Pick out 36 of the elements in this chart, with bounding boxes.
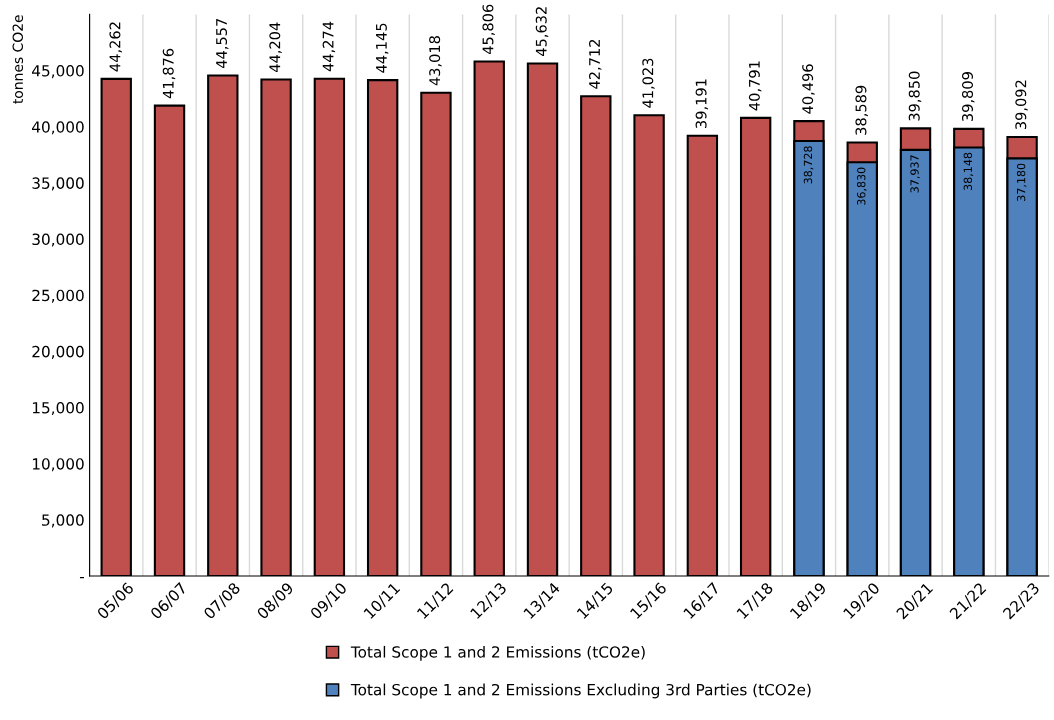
y-tick-label: 25,000 [32, 289, 84, 303]
y-tick-label: 5,000 [42, 514, 84, 528]
y-tick-label: 45,000 [32, 65, 84, 79]
data-label: 42,712 [589, 39, 602, 89]
y-axis-title: tonnes CO2e [12, 15, 24, 104]
y-tick-label: 40,000 [32, 121, 84, 135]
data-label: 44,557 [216, 19, 229, 69]
data-label: 44,145 [376, 23, 389, 73]
y-tick-label: 20,000 [32, 345, 84, 359]
data-label: 41,876 [162, 48, 176, 99]
data-label: 38,148 [963, 152, 974, 191]
data-label: 40,496 [802, 64, 815, 114]
data-label: 39,092 [1015, 80, 1028, 130]
data-label: 45,806 [482, 4, 495, 55]
legend-label: Total Scope 1 and 2 Emissions (tCO2e) [350, 645, 645, 661]
y-tick-label: - [79, 577, 84, 579]
legend-label: Total Scope 1 and 2 Emissions Excluding 3rd Parties (tCO2e) [350, 683, 811, 699]
data-label: 36,830 [857, 167, 867, 205]
y-tick-label: 15,000 [32, 401, 84, 416]
y-tick-label: 30,000 [32, 233, 84, 247]
data-label: 43,018 [429, 36, 442, 86]
data-label: 38,728 [803, 146, 814, 184]
data-label: 45,632 [535, 7, 549, 57]
data-label: 38,589 [855, 85, 868, 135]
data-label: 39,850 [908, 71, 922, 121]
data-label: 44,204 [269, 22, 282, 73]
data-label: 44,274 [322, 21, 336, 72]
data-label: 37,180 [1016, 163, 1027, 201]
data-label: 37,937 [910, 155, 920, 193]
y-tick-label: 35,000 [32, 177, 84, 191]
data-label: 41,023 [642, 58, 655, 108]
data-label: 39,809 [962, 72, 975, 122]
data-label: 44,262 [109, 22, 122, 72]
data-label: 40,791 [748, 61, 762, 111]
data-label: 39,191 [695, 79, 709, 128]
y-tick-label: 10,000 [32, 458, 84, 472]
